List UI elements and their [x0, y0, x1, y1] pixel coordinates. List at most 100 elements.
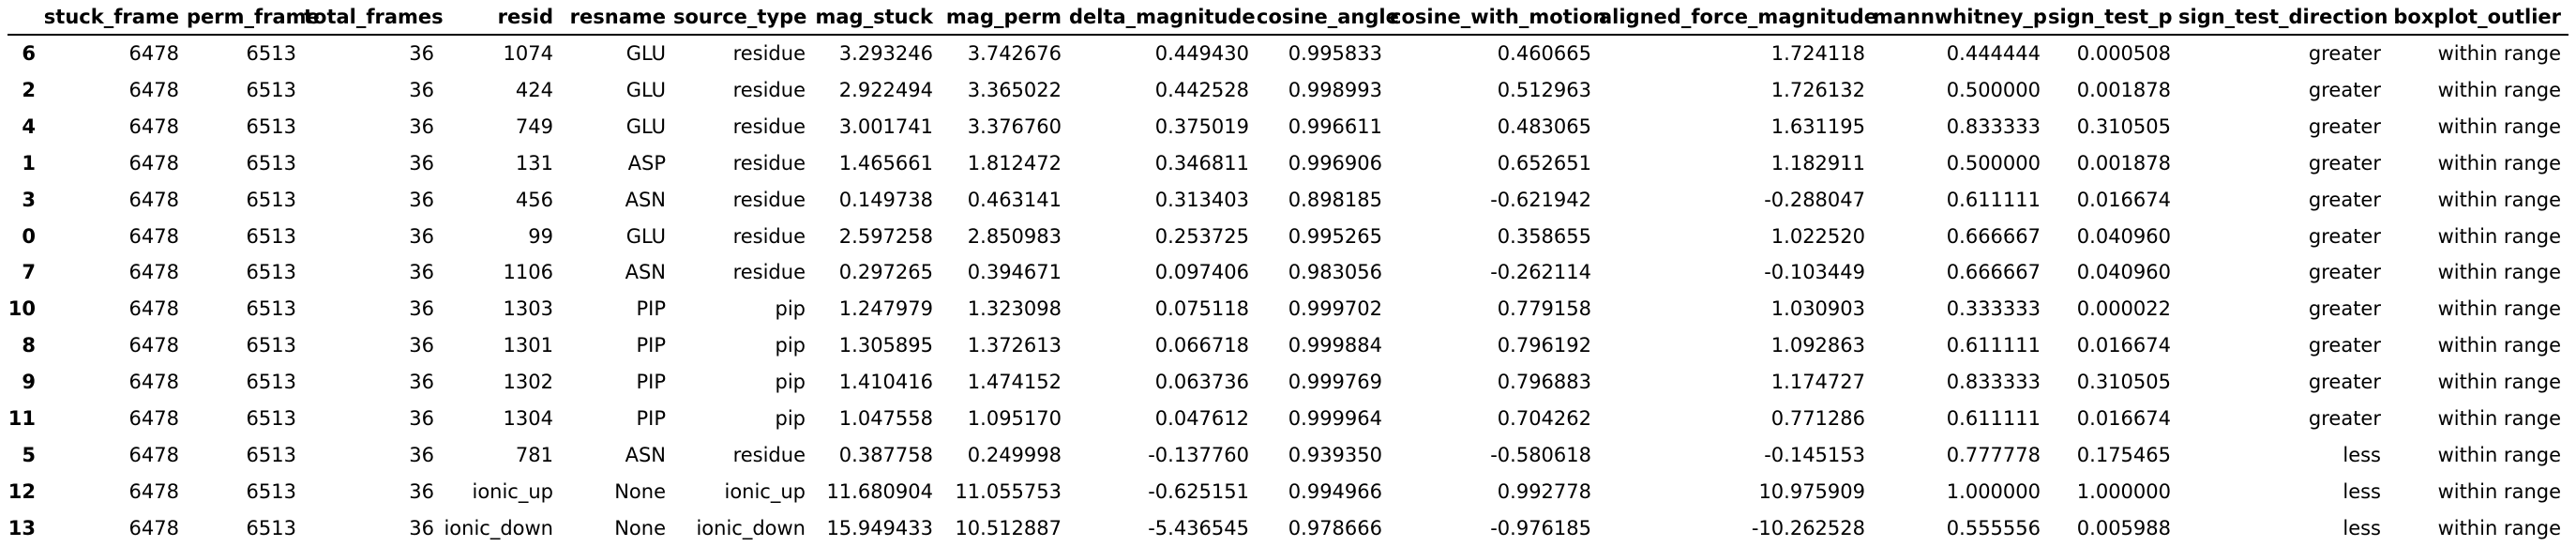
cell-mannwhitney-p: 0.833333 — [1946, 114, 2041, 138]
cell-stuck-frame: 6478 — [128, 42, 179, 65]
column-header-cosine-angle: cosine_angle — [1257, 6, 1399, 28]
cell-sign-test-p: 0.040960 — [2076, 224, 2171, 248]
column-header-boxplot-outlier: boxplot_outlier — [2393, 6, 2561, 28]
cell-total-frames: 36 — [409, 371, 434, 394]
cell-sign-test-direction: greater — [2308, 114, 2381, 138]
cell-resid: 1106 — [503, 261, 553, 284]
cell-cosine-with-motion: 0.652651 — [1497, 151, 1591, 175]
cell-mannwhitney-p: 0.666667 — [1946, 261, 2041, 284]
column-header-resname: resname — [569, 6, 666, 28]
cell-total-frames: 36 — [409, 407, 434, 431]
cell-source-type: residue — [732, 42, 806, 65]
cell-mag-perm: 3.365022 — [967, 78, 1062, 101]
cell-stuck-frame: 6478 — [128, 261, 179, 284]
cell-mag-stuck: 1.247979 — [838, 297, 933, 321]
cell-mag-stuck: 1.410416 — [838, 371, 933, 394]
column-header-sign-test-direction: sign_test_direction — [2178, 6, 2388, 28]
cell-cosine-angle: 0.939350 — [1288, 443, 1382, 466]
table-row: 6 6478 6513 36 1074 GLU residue 3.293246 3.74267… — [8, 35, 2568, 72]
cell-total-frames: 36 — [409, 114, 434, 138]
cell-perm-frame: 6513 — [246, 516, 296, 539]
cell-mag-stuck: 1.047558 — [838, 407, 933, 431]
cell-total-frames: 36 — [409, 42, 434, 65]
cell-perm-frame: 6513 — [246, 151, 296, 175]
row-index: 3 — [22, 188, 36, 211]
cell-cosine-with-motion: -0.976185 — [1490, 516, 1591, 539]
cell-perm-frame: 6513 — [246, 78, 296, 101]
column-header-delta-magnitude: delta_magnitude — [1069, 6, 1256, 28]
cell-resid: 781 — [515, 443, 553, 466]
cell-resid: 749 — [515, 114, 553, 138]
cell-aligned-force-magnitude: 1.724118 — [1770, 42, 1865, 65]
cell-cosine-angle: 0.995833 — [1288, 42, 1382, 65]
cell-mag-perm: 1.372613 — [967, 334, 1062, 357]
cell-mannwhitney-p: 0.555556 — [1946, 516, 2041, 539]
table-row: 11 6478 6513 36 1304 PIP pip 1.047558 1.095170 0.… — [8, 401, 2568, 437]
row-index: 6 — [22, 42, 36, 65]
row-index: 1 — [22, 151, 36, 175]
cell-delta-magnitude: 0.313403 — [1154, 188, 1249, 211]
cell-perm-frame: 6513 — [246, 443, 296, 466]
cell-perm-frame: 6513 — [246, 114, 296, 138]
cell-cosine-angle: 0.898185 — [1288, 188, 1382, 211]
cell-stuck-frame: 6478 — [128, 407, 179, 431]
cell-perm-frame: 6513 — [246, 371, 296, 394]
cell-delta-magnitude: 0.375019 — [1154, 114, 1249, 138]
cell-stuck-frame: 6478 — [128, 371, 179, 394]
cell-sign-test-p: 0.016674 — [2076, 334, 2171, 357]
row-index: 10 — [8, 297, 36, 321]
cell-perm-frame: 6513 — [246, 479, 296, 503]
table-row: 10 6478 6513 36 1303 PIP pip 1.247979 1.323098 0.… — [8, 291, 2568, 327]
cell-boxplot-outlier: within range — [2437, 42, 2561, 65]
cell-boxplot-outlier: within range — [2437, 261, 2561, 284]
cell-source-type: pip — [775, 334, 806, 357]
cell-source-type: residue — [732, 224, 806, 248]
cell-mannwhitney-p: 0.833333 — [1946, 371, 2041, 394]
cell-sign-test-p: 0.016674 — [2076, 188, 2171, 211]
row-index: 12 — [8, 479, 36, 503]
column-header-mannwhitney-p: mannwhitney_p — [1873, 6, 2047, 28]
cell-cosine-with-motion: -0.580618 — [1490, 443, 1591, 466]
cell-perm-frame: 6513 — [246, 334, 296, 357]
cell-cosine-with-motion: 0.796192 — [1497, 334, 1591, 357]
cell-mannwhitney-p: 0.333333 — [1946, 297, 2041, 321]
cell-resname: ASP — [627, 151, 666, 175]
table-row: 5 6478 6513 36 781 ASN residue 0.387758 0.249998… — [8, 437, 2568, 474]
header-row: stuck_frame perm_frame total_frames resid re… — [8, 0, 2568, 35]
cell-source-type: ionic_down — [696, 516, 806, 539]
cell-resname: GLU — [625, 78, 666, 101]
cell-sign-test-direction: greater — [2308, 188, 2381, 211]
cell-source-type: residue — [732, 188, 806, 211]
cell-cosine-angle: 0.998993 — [1288, 78, 1382, 101]
cell-boxplot-outlier: within range — [2437, 114, 2561, 138]
cell-total-frames: 36 — [409, 479, 434, 503]
cell-mag-perm: 2.850983 — [967, 224, 1062, 248]
cell-sign-test-p: 0.001878 — [2076, 151, 2171, 175]
cell-aligned-force-magnitude: -0.288047 — [1764, 188, 1865, 211]
cell-stuck-frame: 6478 — [128, 516, 179, 539]
table-row: 2 6478 6513 36 424 GLU residue 2.922494 3.365022… — [8, 72, 2568, 109]
row-index: 13 — [8, 516, 36, 539]
cell-cosine-angle: 0.978666 — [1288, 516, 1382, 539]
row-index: 8 — [22, 334, 36, 357]
cell-total-frames: 36 — [409, 261, 434, 284]
cell-sign-test-p: 0.310505 — [2076, 114, 2171, 138]
cell-source-type: pip — [775, 297, 806, 321]
cell-sign-test-direction: greater — [2308, 224, 2381, 248]
cell-total-frames: 36 — [409, 297, 434, 321]
cell-delta-magnitude: 0.063736 — [1154, 371, 1249, 394]
cell-sign-test-direction: greater — [2308, 407, 2381, 431]
column-header-source-type: source_type — [673, 6, 807, 28]
cell-sign-test-p: 0.005988 — [2076, 516, 2171, 539]
cell-total-frames: 36 — [409, 334, 434, 357]
cell-cosine-with-motion: -0.621942 — [1490, 188, 1591, 211]
column-header-mag-perm: mag_perm — [945, 6, 1062, 28]
cell-resname: GLU — [625, 114, 666, 138]
cell-stuck-frame: 6478 — [128, 443, 179, 466]
column-header-mag-stuck: mag_stuck — [815, 6, 934, 28]
cell-sign-test-direction: greater — [2308, 297, 2381, 321]
cell-total-frames: 36 — [409, 224, 434, 248]
row-index: 4 — [22, 114, 36, 138]
cell-source-type: pip — [775, 407, 806, 431]
cell-mag-stuck: 3.001741 — [838, 114, 933, 138]
